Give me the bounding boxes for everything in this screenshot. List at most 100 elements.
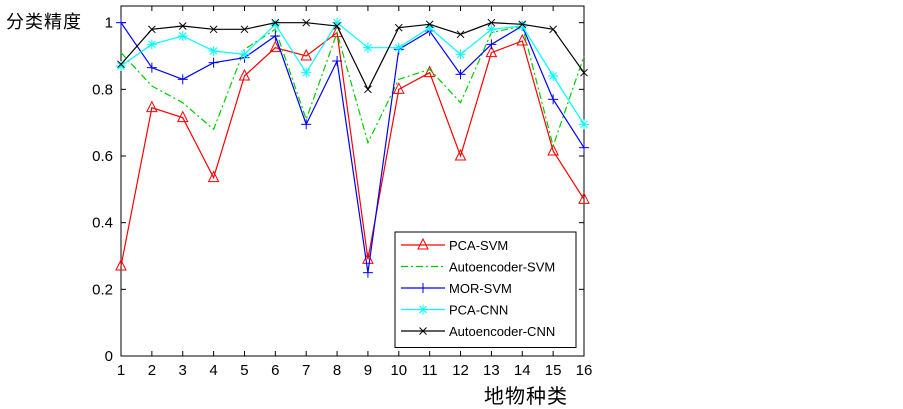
data-point-marker — [177, 31, 188, 41]
marker-stroke — [333, 22, 341, 30]
marker-stroke — [487, 18, 496, 27]
y-tick-label: 1 — [105, 15, 113, 32]
x-axis-label: 地物种类 — [484, 384, 568, 408]
data-point-marker — [547, 143, 559, 156]
y-tick-label: 0 — [105, 348, 113, 365]
x-tick-label: 8 — [333, 362, 341, 379]
marker-stroke — [148, 25, 156, 34]
data-point-marker — [300, 48, 313, 61]
data-point-marker — [548, 94, 559, 105]
data-point-marker — [516, 33, 529, 46]
series-line — [120, 31, 585, 267]
data-point-marker — [117, 60, 125, 69]
data-point-marker — [392, 82, 405, 94]
legend-item: MOR-SVM — [401, 281, 512, 296]
y-axis-label: 分类精度 — [6, 12, 82, 33]
legend-label: MOR-SVM — [449, 281, 512, 296]
marker-stroke — [209, 47, 218, 55]
data-point-marker — [271, 18, 280, 27]
marker-stroke — [148, 40, 156, 49]
x-tick-label: 3 — [179, 362, 187, 379]
data-point-marker — [486, 39, 497, 50]
data-point-marker — [418, 283, 428, 293]
x-tick-label: 7 — [302, 362, 310, 379]
data-point-marker — [239, 49, 250, 60]
marker-stroke — [240, 50, 249, 59]
data-point-marker — [518, 20, 527, 29]
data-point-marker — [580, 68, 588, 77]
data-point-marker — [419, 327, 427, 335]
data-point-marker — [115, 258, 127, 271]
data-point-marker — [270, 19, 281, 30]
data-point-marker — [517, 21, 528, 31]
marker-stroke — [456, 30, 465, 39]
x-tick-label: 14 — [514, 362, 531, 379]
marker-stroke — [394, 23, 403, 32]
data-point-marker — [485, 45, 498, 58]
marker-stroke — [364, 85, 372, 94]
x-tick-label: 15 — [545, 362, 562, 379]
x-tick-label: 1 — [117, 362, 125, 379]
y-tick-label: 0.6 — [92, 148, 113, 165]
data-point-marker — [208, 46, 219, 56]
legend-item: Autoencoder-SVM — [401, 260, 555, 275]
marker-stroke — [117, 60, 125, 69]
data-point-marker — [394, 23, 403, 32]
series-line — [120, 22, 585, 91]
data-point-marker — [302, 18, 311, 27]
data-point-marker — [148, 25, 156, 34]
legend: PCA-SVM Autoencoder-SVM MOR-SVM PCA-CNN Auto… — [394, 231, 577, 348]
data-point-marker — [146, 39, 157, 50]
marker-stroke — [419, 305, 427, 314]
marker-stroke — [425, 20, 434, 29]
data-point-marker — [116, 17, 126, 28]
data-point-marker — [486, 24, 497, 35]
marker-stroke — [178, 22, 187, 30]
x-tick-label: 6 — [271, 362, 279, 379]
legend-label: PCA-SVM — [449, 238, 508, 253]
series-autoencoder-svm — [120, 25, 585, 149]
series-line — [120, 22, 585, 273]
data-point-marker — [238, 68, 251, 81]
legend-label: Autoencoder-CNN — [449, 324, 555, 339]
data-point-marker — [417, 237, 429, 250]
data-point-marker — [487, 18, 496, 27]
data-point-marker — [333, 22, 341, 30]
data-point-marker — [207, 170, 220, 183]
data-point-marker — [270, 31, 281, 41]
data-point-marker — [455, 69, 466, 80]
series-pca-svm — [115, 25, 590, 271]
marker-stroke — [333, 18, 341, 27]
x-tick-label: 9 — [364, 362, 372, 379]
data-point-marker — [269, 40, 282, 53]
data-point-marker — [240, 25, 249, 34]
data-point-marker — [578, 192, 590, 204]
data-point-marker — [425, 20, 434, 29]
data-point-marker — [548, 71, 559, 81]
marker-stroke — [271, 18, 280, 27]
y-tick-label: 0.4 — [92, 215, 113, 232]
data-point-marker — [362, 42, 373, 53]
plot-area: 00.20.40.60.811 2 3 4 5 6 7 8 9 10 11 12 13 14 15 16 — [92, 5, 593, 379]
marker-stroke — [549, 72, 557, 80]
marker-stroke — [302, 68, 311, 77]
marker-stroke — [580, 120, 588, 129]
marker-stroke — [240, 25, 249, 34]
data-point-marker — [579, 142, 589, 153]
series-pca-cnn — [116, 17, 589, 130]
x-tick-label: 16 — [576, 362, 593, 379]
data-point-marker — [364, 85, 372, 94]
legend-item: Autoencoder-CNN — [401, 324, 555, 339]
data-point-marker — [301, 119, 312, 130]
legend-label: Autoencoder-SVM — [449, 260, 555, 275]
data-point-marker — [393, 42, 404, 53]
series-autoencoder-cnn — [117, 18, 588, 94]
y-tick-label: 0.8 — [92, 81, 113, 98]
marker-stroke — [302, 18, 311, 27]
series-line — [120, 25, 585, 149]
x-tick-label: 13 — [483, 362, 500, 379]
legend-item: PCA-CNN — [401, 303, 508, 318]
data-point-marker — [362, 267, 373, 278]
marker-stroke — [117, 62, 125, 70]
